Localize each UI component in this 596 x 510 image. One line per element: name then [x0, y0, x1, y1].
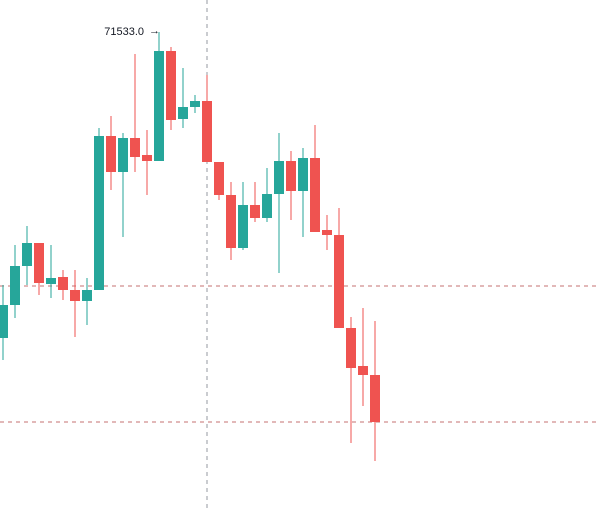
candle-body: [118, 138, 128, 172]
candle-body: [226, 195, 236, 248]
candle-body: [94, 136, 104, 290]
candle-body: [298, 158, 308, 191]
candle-body: [70, 290, 80, 301]
candle-body: [34, 243, 44, 283]
candle-body: [214, 162, 224, 195]
candle-body: [250, 205, 260, 218]
candles: [0, 32, 380, 461]
candle-body: [142, 155, 152, 161]
high-marker-label: 71533.0: [104, 26, 144, 38]
candle-body: [166, 51, 176, 120]
candle-body: [286, 161, 296, 191]
candle-body: [310, 158, 320, 232]
candle-body: [346, 328, 356, 368]
candle-body: [10, 266, 20, 305]
candle-body: [334, 235, 344, 328]
candle-body: [130, 138, 140, 157]
candle-body: [82, 290, 92, 301]
candle-body: [190, 101, 200, 107]
candle-body: [358, 366, 368, 375]
candle-body: [262, 194, 272, 218]
candle-body: [22, 243, 32, 266]
candle-body: [322, 230, 332, 235]
candle-body: [0, 305, 8, 338]
candle-body: [370, 375, 380, 422]
candle-body: [106, 136, 116, 172]
candle-body: [238, 205, 248, 248]
candle-body: [58, 277, 68, 290]
candle-body: [178, 107, 188, 119]
candle-body: [46, 278, 56, 284]
high-marker-arrow: →: [149, 25, 160, 37]
candle-body: [154, 51, 164, 161]
candle-body: [274, 161, 284, 194]
candle-body: [202, 101, 212, 162]
